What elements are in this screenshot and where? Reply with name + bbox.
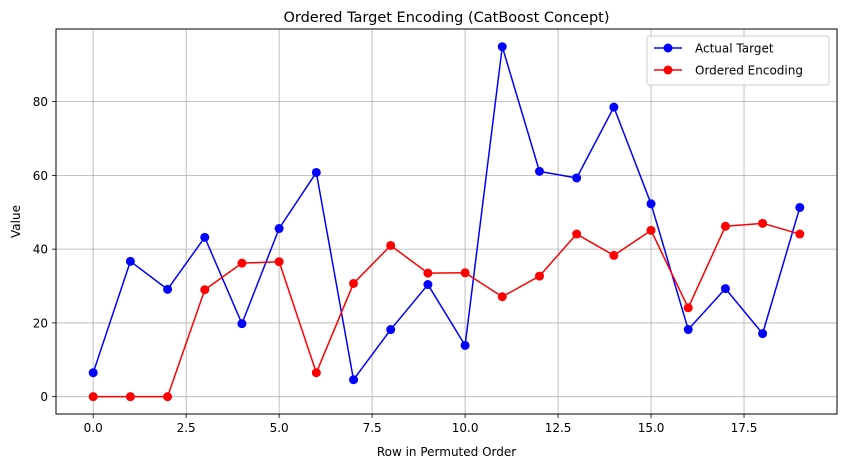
legend-marker-actual-target	[663, 43, 673, 53]
data-point-actual-target	[683, 325, 693, 335]
data-point-ordered-encoding	[125, 392, 135, 402]
legend: Actual Target Ordered Encoding	[646, 35, 830, 86]
x-tick-label: 10.0	[452, 421, 479, 435]
data-point-actual-target	[572, 173, 582, 183]
data-point-ordered-encoding	[497, 292, 507, 302]
x-tick-label: 0.0	[84, 421, 103, 435]
data-point-actual-target	[423, 280, 433, 290]
series-line-actual-target	[92, 45, 801, 381]
data-point-actual-target	[237, 319, 247, 329]
y-tick-label: 80	[33, 95, 48, 109]
data-point-actual-target	[88, 368, 98, 378]
grid-lines	[56, 29, 837, 414]
data-point-ordered-encoding	[646, 225, 656, 235]
data-point-ordered-encoding	[534, 271, 544, 281]
y-tick-label: 0	[40, 390, 48, 404]
data-point-actual-target	[609, 102, 619, 112]
series-layer	[88, 42, 805, 402]
data-point-actual-target	[497, 42, 507, 52]
data-point-actual-target	[200, 232, 210, 242]
x-tick-label: 5.0	[270, 421, 289, 435]
legend-box	[646, 35, 830, 86]
x-tick-label: 12.5	[545, 421, 572, 435]
data-point-actual-target	[311, 167, 321, 177]
data-point-ordered-encoding	[163, 392, 173, 402]
series-line-ordered-encoding	[93, 222, 801, 398]
data-point-ordered-encoding	[274, 257, 284, 267]
axis-ticks: 0.0 2.5 5.0 7.5 10.0 12.5 15.0 17.5 0 20 40 60 80	[33, 95, 758, 435]
data-point-actual-target	[758, 329, 768, 339]
x-tick-label: 2.5	[177, 421, 196, 435]
data-point-ordered-encoding	[200, 285, 210, 295]
data-point-actual-target	[125, 256, 135, 266]
data-point-ordered-encoding	[683, 303, 693, 313]
x-tick-label: 17.5	[731, 421, 758, 435]
data-point-ordered-encoding	[720, 221, 730, 231]
data-point-actual-target	[163, 284, 173, 294]
data-point-ordered-encoding	[609, 250, 619, 260]
data-point-actual-target	[274, 224, 284, 234]
data-point-ordered-encoding	[311, 368, 321, 378]
y-tick-label: 60	[33, 169, 48, 183]
data-point-actual-target	[534, 166, 544, 176]
data-point-actual-target	[795, 202, 805, 212]
legend-label-actual-target: Actual Target	[695, 42, 774, 56]
y-axis-title: Value	[9, 205, 23, 238]
legend-label-ordered-encoding: Ordered Encoding	[695, 64, 803, 78]
data-point-actual-target	[386, 325, 396, 335]
data-point-ordered-encoding	[795, 229, 805, 239]
y-tick-label: 20	[33, 316, 48, 330]
data-point-ordered-encoding	[460, 268, 470, 278]
data-point-ordered-encoding	[88, 392, 98, 402]
data-point-ordered-encoding	[572, 229, 582, 239]
y-tick-label: 40	[33, 243, 48, 257]
data-point-ordered-encoding	[349, 278, 359, 288]
plot-area-frame	[55, 28, 838, 415]
x-tick-label: 15.0	[638, 421, 665, 435]
legend-marker-ordered-encoding	[663, 65, 673, 75]
data-point-actual-target	[460, 340, 470, 350]
data-point-ordered-encoding	[758, 218, 768, 228]
data-point-actual-target	[646, 199, 656, 209]
x-axis-title: Row in Permuted Order	[377, 445, 516, 459]
data-point-ordered-encoding	[237, 258, 247, 268]
x-tick-label: 7.5	[363, 421, 382, 435]
data-point-actual-target	[349, 375, 359, 385]
data-point-actual-target	[720, 284, 730, 294]
chart-title: Ordered Target Encoding (CatBoost Concep…	[283, 10, 609, 26]
data-point-ordered-encoding	[423, 268, 433, 278]
data-point-ordered-encoding	[386, 240, 396, 250]
